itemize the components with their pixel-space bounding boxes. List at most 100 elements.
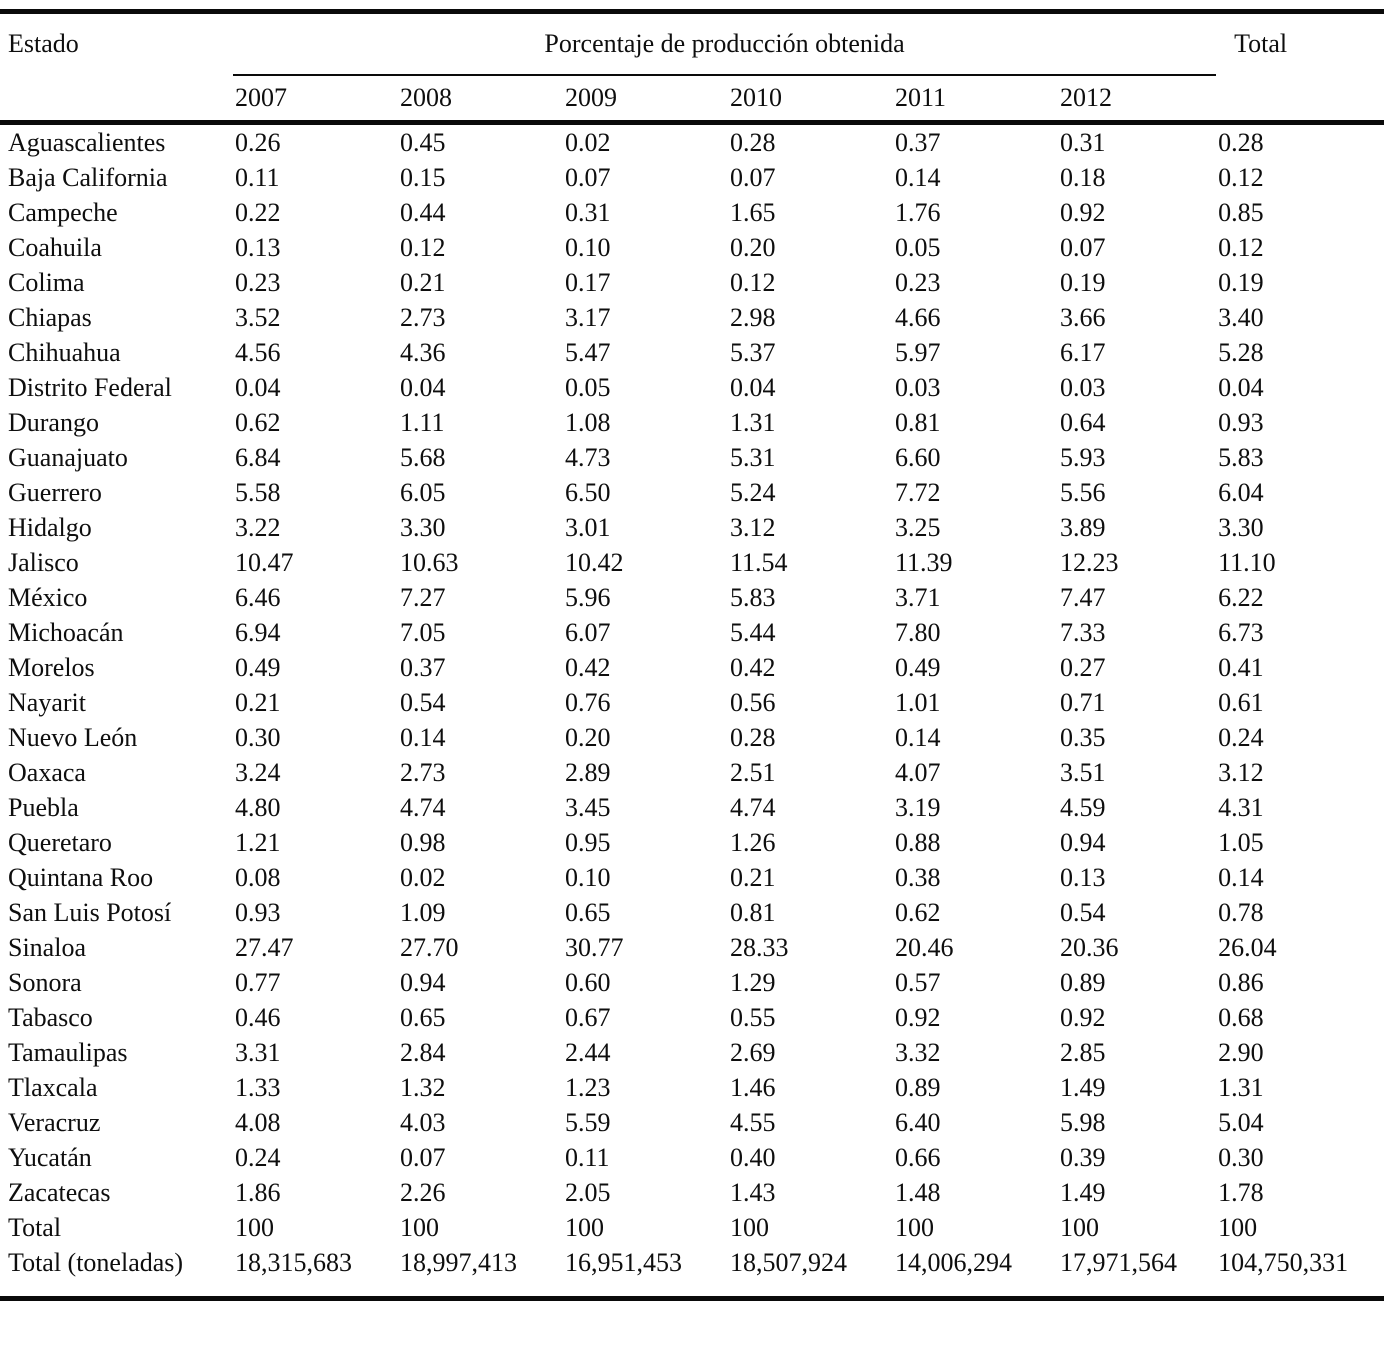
cell-year-2011: 100 xyxy=(895,1212,934,1242)
cell-year-2012: 0.07 xyxy=(1060,232,1106,262)
header-spacer-right xyxy=(1216,75,1384,123)
cell-year-2010: 5.44 xyxy=(730,617,776,647)
cell-year-2008: 0.04 xyxy=(400,372,446,402)
cell-total: 0.12 xyxy=(1218,162,1264,192)
cell-year-2009: 1.23 xyxy=(565,1072,611,1102)
cell-year-2008: 2.73 xyxy=(400,757,446,787)
cell-year-2011: 0.49 xyxy=(895,652,941,682)
cell-year-2010: 28.33 xyxy=(730,932,789,962)
cell-year-2012: 4.59 xyxy=(1060,792,1106,822)
cell-total: 0.61 xyxy=(1218,687,1264,717)
cell-year-2010: 0.07 xyxy=(730,162,776,192)
cell-year-2012: 12.23 xyxy=(1060,547,1119,577)
cell-year-2009: 0.20 xyxy=(565,722,611,752)
cell-total: 11.10 xyxy=(1218,547,1276,577)
cell-year-2010: 1.46 xyxy=(730,1072,776,1102)
cell-estado: Colima xyxy=(8,267,85,297)
cell-year-2011: 7.72 xyxy=(895,477,941,507)
cell-year-2010: 0.28 xyxy=(730,722,776,752)
cell-year-2012: 7.47 xyxy=(1060,582,1106,612)
cell-total: 0.19 xyxy=(1218,267,1264,297)
cell-year-2012: 0.19 xyxy=(1060,267,1106,297)
cell-estado: Jalisco xyxy=(8,547,79,577)
cell-year-2008: 0.12 xyxy=(400,232,446,262)
cell-year-2009: 0.76 xyxy=(565,687,611,717)
cell-year-2012: 5.56 xyxy=(1060,477,1106,507)
cell-total: 0.78 xyxy=(1218,897,1264,927)
cell-estado: Baja California xyxy=(8,162,168,192)
cell-year-2012: 0.89 xyxy=(1060,967,1106,997)
header-year-2008: 2008 xyxy=(400,82,452,112)
cell-year-2007: 6.84 xyxy=(235,442,281,472)
cell-year-2011: 3.32 xyxy=(895,1037,941,1067)
cell-year-2012: 0.18 xyxy=(1060,162,1106,192)
table-row: Durango 0.62 1.11 1.08 1.31 0.81 0.64 0.93 xyxy=(0,405,1384,440)
cell-estado: Total (toneladas) xyxy=(8,1247,184,1277)
cell-year-2012: 0.27 xyxy=(1060,652,1106,682)
cell-year-2009: 30.77 xyxy=(565,932,624,962)
cell-estado: San Luis Potosí xyxy=(8,897,172,927)
cell-year-2011: 0.92 xyxy=(895,1002,941,1032)
cell-total: 0.14 xyxy=(1218,862,1264,892)
cell-year-2009: 0.60 xyxy=(565,967,611,997)
cell-year-2011: 4.07 xyxy=(895,757,941,787)
table-row: San Luis Potosí 0.93 1.09 0.65 0.81 0.62 0.54 0… xyxy=(0,895,1384,930)
cell-year-2007: 0.23 xyxy=(235,267,281,297)
cell-total: 2.90 xyxy=(1218,1037,1264,1067)
table-row: Tamaulipas 3.31 2.84 2.44 2.69 3.32 2.85 2.90 xyxy=(0,1035,1384,1070)
header-row-top: Estado Porcentaje de producción obtenida… xyxy=(0,11,1384,76)
cell-year-2009: 10.42 xyxy=(565,547,624,577)
cell-total: 3.12 xyxy=(1218,757,1264,787)
table-header: Estado Porcentaje de producción obtenida… xyxy=(0,11,1384,123)
cell-year-2012: 0.54 xyxy=(1060,897,1106,927)
cell-year-2008: 0.45 xyxy=(400,127,446,157)
cell-year-2010: 0.21 xyxy=(730,862,776,892)
cell-year-2010: 0.42 xyxy=(730,652,776,682)
table-row: Nayarit 0.21 0.54 0.76 0.56 1.01 0.71 0.61 xyxy=(0,685,1384,720)
header-estado: Estado xyxy=(8,29,79,59)
cell-year-2009: 0.67 xyxy=(565,1002,611,1032)
cell-year-2007: 1.33 xyxy=(235,1072,281,1102)
header-year-2011: 2011 xyxy=(895,82,947,112)
cell-total: 0.28 xyxy=(1218,127,1264,157)
cell-year-2008: 1.11 xyxy=(400,407,445,437)
cell-year-2011: 11.39 xyxy=(895,547,953,577)
table-row: Michoacán 6.94 7.05 6.07 5.44 7.80 7.33 6.73 xyxy=(0,615,1384,650)
cell-year-2008: 5.68 xyxy=(400,442,446,472)
cell-estado: Quintana Roo xyxy=(8,862,154,892)
cell-estado: Zacatecas xyxy=(8,1177,111,1207)
cell-year-2010: 1.43 xyxy=(730,1177,776,1207)
table-row: Distrito Federal 0.04 0.04 0.05 0.04 0.03 0.03… xyxy=(0,370,1384,405)
cell-year-2012: 1.49 xyxy=(1060,1177,1106,1207)
cell-year-2008: 0.54 xyxy=(400,687,446,717)
cell-year-2009: 3.45 xyxy=(565,792,611,822)
table-row: Jalisco 10.47 10.63 10.42 11.54 11.39 12.23 11.… xyxy=(0,545,1384,580)
cell-year-2011: 0.88 xyxy=(895,827,941,857)
cell-total: 5.83 xyxy=(1218,442,1264,472)
cell-year-2010: 1.65 xyxy=(730,197,776,227)
header-total: Total xyxy=(1234,29,1288,59)
header-year-2009: 2009 xyxy=(565,82,617,112)
cell-year-2010: 0.81 xyxy=(730,897,776,927)
cell-year-2009: 3.01 xyxy=(565,512,611,542)
cell-total: 0.41 xyxy=(1218,652,1264,682)
cell-year-2008: 4.36 xyxy=(400,337,446,367)
cell-total: 104,750,331 xyxy=(1218,1247,1349,1277)
cell-year-2011: 0.23 xyxy=(895,267,941,297)
cell-year-2011: 0.05 xyxy=(895,232,941,262)
cell-year-2012: 2.85 xyxy=(1060,1037,1106,1067)
cell-year-2007: 4.80 xyxy=(235,792,281,822)
cell-year-2007: 0.21 xyxy=(235,687,281,717)
cell-year-2011: 0.38 xyxy=(895,862,941,892)
cell-year-2008: 1.09 xyxy=(400,897,446,927)
cell-year-2007: 3.52 xyxy=(235,302,281,332)
cell-year-2011: 6.40 xyxy=(895,1107,941,1137)
cell-year-2010: 5.24 xyxy=(730,477,776,507)
cell-year-2010: 0.12 xyxy=(730,267,776,297)
cell-year-2010: 2.69 xyxy=(730,1037,776,1067)
cell-year-2011: 0.57 xyxy=(895,967,941,997)
cell-year-2011: 4.66 xyxy=(895,302,941,332)
cell-year-2012: 20.36 xyxy=(1060,932,1119,962)
cell-year-2007: 18,315,683 xyxy=(235,1247,352,1277)
cell-total: 0.85 xyxy=(1218,197,1264,227)
